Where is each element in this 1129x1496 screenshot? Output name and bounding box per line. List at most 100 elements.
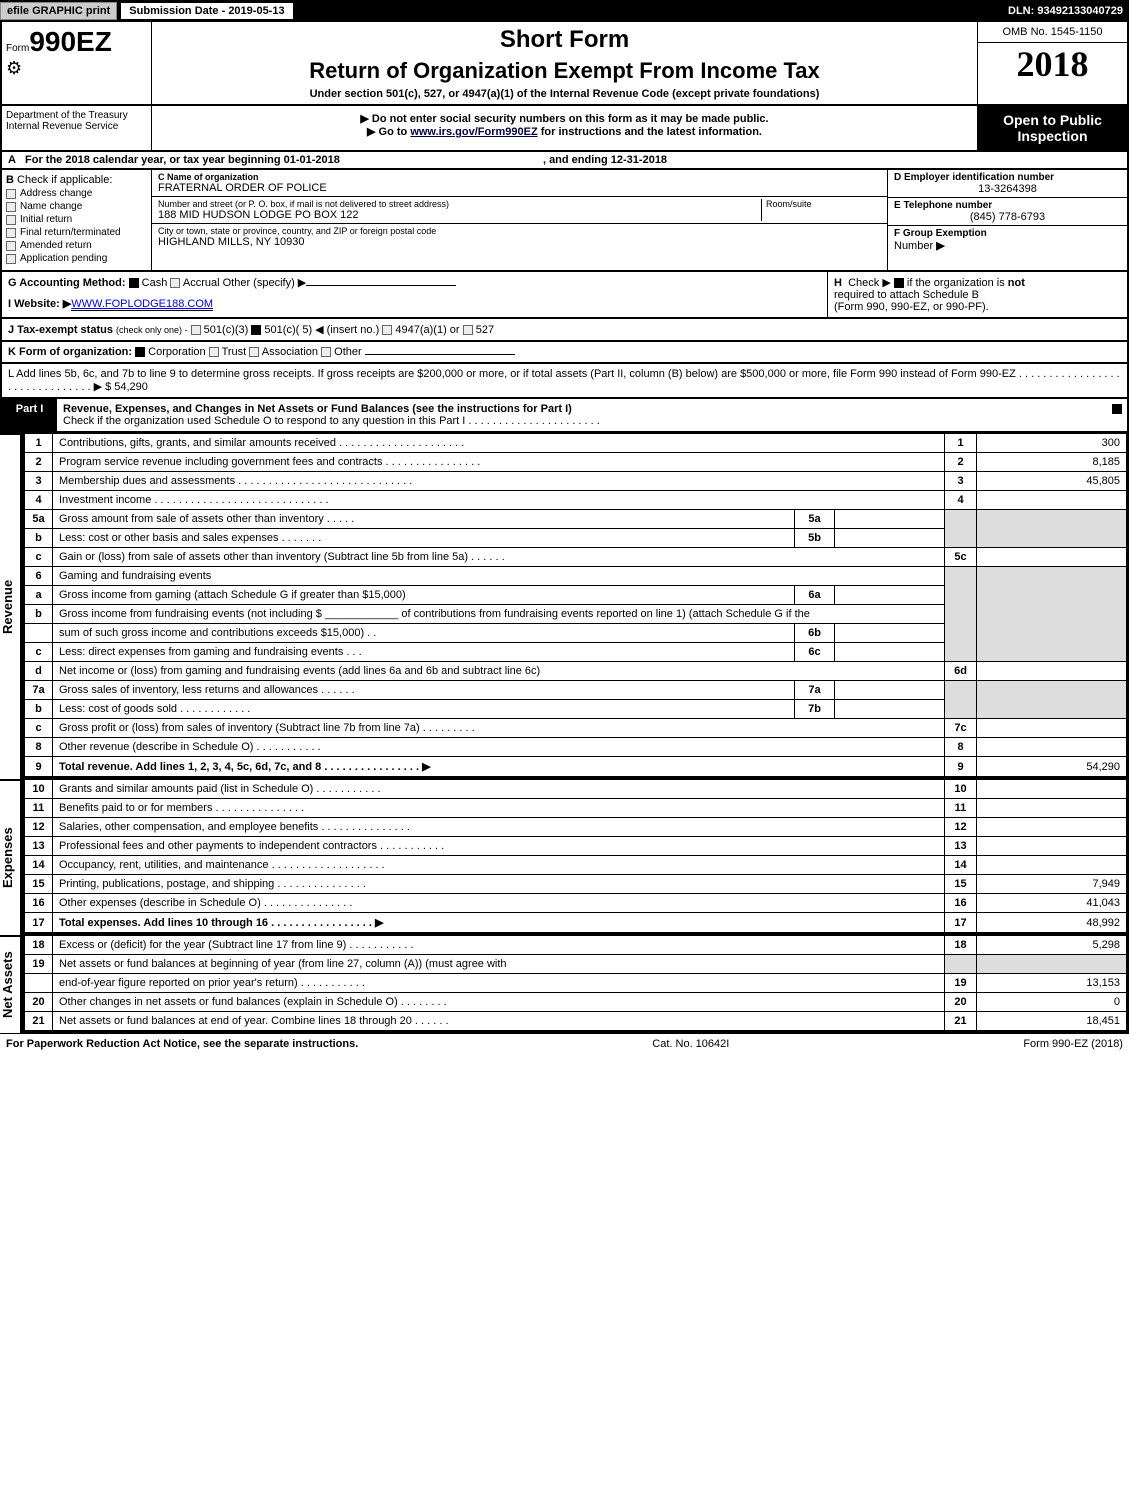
website-link[interactable]: WWW.FOPLODGE188.COM	[71, 298, 213, 311]
submission-date: Submission Date - 2019-05-13	[121, 3, 292, 19]
expenses-section: Expenses 10Grants and similar amounts pa…	[0, 779, 1129, 935]
line-l: L Add lines 5b, 6c, and 7b to line 9 to …	[0, 364, 1129, 399]
tax-year: 2018	[978, 43, 1127, 85]
checkbox-initial[interactable]	[6, 215, 16, 225]
label-b: B	[6, 174, 14, 186]
column-b: B Check if applicable: Address change Na…	[2, 170, 152, 270]
netassets-section: Net Assets 18Excess or (deficit) for the…	[0, 935, 1129, 1033]
org-name-label: C Name of organization	[158, 172, 881, 182]
table-row: 16Other expenses (describe in Schedule O…	[25, 894, 1127, 913]
table-row: 11Benefits paid to or for members . . . …	[25, 799, 1127, 818]
dept-irs-box: Department of the Treasury Internal Reve…	[2, 106, 152, 150]
part-1-title: Revenue, Expenses, and Changes in Net As…	[63, 403, 572, 415]
form-subtitle: Under section 501(c), 527, or 4947(a)(1)…	[156, 88, 973, 100]
checkbox-501c[interactable]	[251, 325, 261, 335]
name-change-label: Name change	[20, 201, 82, 212]
form-title: Return of Organization Exempt From Incom…	[156, 58, 973, 84]
table-row: 15Printing, publications, postage, and s…	[25, 875, 1127, 894]
form-header: Form990EZ ⚙ Short Form Return of Organiz…	[0, 22, 1129, 106]
open-public-label: Open to Public	[984, 112, 1121, 128]
catalog-number: Cat. No. 10642I	[652, 1038, 729, 1050]
phone-value: (845) 778-6793	[894, 211, 1121, 223]
line-h: H Check ▶ if the organization is not req…	[827, 272, 1127, 317]
netassets-table: 18Excess or (deficit) for the year (Subt…	[24, 935, 1127, 1031]
phone-label: E Telephone number	[894, 200, 1121, 211]
table-row: 13Professional fees and other payments t…	[25, 837, 1127, 856]
initial-label: Initial return	[20, 214, 72, 225]
checkbox-final[interactable]	[6, 228, 16, 238]
part-1-header: Part I Revenue, Expenses, and Changes in…	[0, 399, 1129, 433]
table-row: 5aGross amount from sale of assets other…	[25, 510, 1127, 529]
table-row: 4Investment income . . . . . . . . . . .…	[25, 491, 1127, 510]
checkbox-501c3[interactable]	[191, 325, 201, 335]
line-a: A For the 2018 calendar year, or tax yea…	[0, 152, 1129, 170]
notices-box: ▶ Do not enter social security numbers o…	[152, 106, 977, 150]
checkbox-cash[interactable]	[129, 278, 139, 288]
table-row: 21Net assets or fund balances at end of …	[25, 1012, 1127, 1031]
form-number: 990EZ	[29, 26, 112, 57]
table-row: 1Contributions, gifts, grants, and simil…	[25, 434, 1127, 453]
omb-number: OMB No. 1545-1150	[978, 22, 1127, 43]
table-row: 3Membership dues and assessments . . . .…	[25, 472, 1127, 491]
dept-label: Department of the Treasury	[6, 110, 147, 121]
revenue-side-label: Revenue	[0, 433, 22, 779]
irs-label: Internal Revenue Service	[6, 121, 147, 132]
entity-block: B Check if applicable: Address change Na…	[0, 170, 1129, 272]
checkbox-other[interactable]	[321, 347, 331, 357]
column-d: D Employer identification number 13-3264…	[887, 170, 1127, 270]
irs-link[interactable]: www.irs.gov/Form990EZ	[410, 126, 537, 138]
dln-number: DLN: 93492133040729	[1008, 5, 1129, 17]
instructions-notice: ▶ Go to www.irs.gov/Form990EZ for instru…	[158, 125, 971, 138]
paperwork-notice: For Paperwork Reduction Act Notice, see …	[6, 1038, 358, 1050]
final-label: Final return/terminated	[20, 227, 121, 238]
arrow-icon: ▶	[936, 240, 944, 252]
table-row: 14Occupancy, rent, utilities, and mainte…	[25, 856, 1127, 875]
table-row: cGross profit or (loss) from sales of in…	[25, 719, 1127, 738]
efile-print-button[interactable]: efile GRAPHIC print	[0, 2, 117, 20]
year-box: OMB No. 1545-1150 2018	[977, 22, 1127, 104]
form-prefix: Form	[6, 43, 29, 54]
inspection-label: Inspection	[984, 128, 1121, 144]
checkbox-trust[interactable]	[209, 347, 219, 357]
checkbox-corp[interactable]	[135, 347, 145, 357]
checkbox-assoc[interactable]	[249, 347, 259, 357]
form-number-box: Form990EZ ⚙	[2, 22, 152, 104]
checkbox-name-change[interactable]	[6, 202, 16, 212]
lines-g-h: G Accounting Method: Cash Accrual Other …	[0, 272, 1129, 319]
column-c: C Name of organization FRATERNAL ORDER O…	[152, 170, 887, 270]
table-row: 17Total expenses. Add lines 10 through 1…	[25, 913, 1127, 933]
ssn-notice: ▶ Do not enter social security numbers o…	[158, 112, 971, 125]
treasury-seal-icon: ⚙	[6, 58, 147, 79]
table-row: 18Excess or (deficit) for the year (Subt…	[25, 936, 1127, 955]
table-row: 20Other changes in net assets or fund ba…	[25, 993, 1127, 1012]
form-ref: Form 990-EZ (2018)	[1023, 1038, 1123, 1050]
checkbox-pending[interactable]	[6, 254, 16, 264]
revenue-table: 1Contributions, gifts, grants, and simil…	[24, 433, 1127, 777]
pending-label: Application pending	[20, 253, 107, 264]
table-row: 7aGross sales of inventory, less returns…	[25, 681, 1127, 700]
checkbox-accrual[interactable]	[170, 278, 180, 288]
city-label: City or town, state or province, country…	[158, 226, 881, 236]
addr-label: Number and street (or P. O. box, if mail…	[158, 199, 761, 209]
table-row: 8Other revenue (describe in Schedule O) …	[25, 738, 1127, 757]
line-i: I Website: ▶WWW.FOPLODGE188.COM	[8, 297, 821, 310]
table-row: end-of-year figure reported on prior yea…	[25, 974, 1127, 993]
line-g: G Accounting Method: Cash Accrual Other …	[8, 276, 821, 289]
short-form-label: Short Form	[156, 26, 973, 54]
addr-change-label: Address change	[20, 188, 92, 199]
part-1-sub: Check if the organization used Schedule …	[63, 415, 600, 427]
checkbox-527[interactable]	[463, 325, 473, 335]
table-row: cGain or (loss) from sale of assets othe…	[25, 548, 1127, 567]
checkbox-sched-b[interactable]	[894, 278, 904, 288]
part-1-label: Part I	[2, 399, 57, 431]
line-k: K Form of organization: Corporation Trus…	[0, 342, 1129, 364]
table-row: dNet income or (loss) from gaming and fu…	[25, 662, 1127, 681]
checkbox-amended[interactable]	[6, 241, 16, 251]
line-j: J Tax-exempt status (check only one) - 5…	[0, 319, 1129, 342]
checkbox-schedule-o[interactable]	[1112, 404, 1122, 414]
checkbox-4947[interactable]	[382, 325, 392, 335]
checkbox-addr-change[interactable]	[6, 189, 16, 199]
table-row: 10Grants and similar amounts paid (list …	[25, 780, 1127, 799]
group-exempt-label: F Group Exemption	[894, 228, 1121, 239]
ein-value: 13-3264398	[894, 183, 1121, 195]
